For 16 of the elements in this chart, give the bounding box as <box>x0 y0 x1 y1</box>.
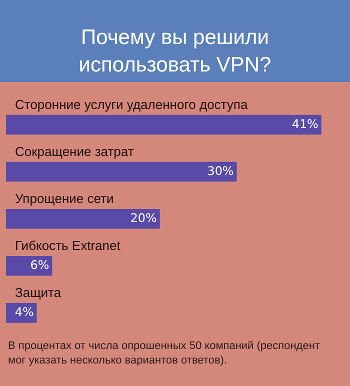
chart-title: Почему вы решили использовать VPN? <box>78 26 272 76</box>
data-label: 41% <box>292 116 318 131</box>
data-label: 20% <box>130 211 157 226</box>
y-tick-label: Защита <box>15 285 62 300</box>
y-tick-label: Гибкость Extranet <box>15 238 121 253</box>
y-tick-label: Сторонние услуги удаленного доступа <box>15 97 248 112</box>
bar <box>6 256 52 276</box>
y-tick-label: Сокращение затрат <box>15 144 134 159</box>
text: В процентах от числа опрошенных 50 компаний (респондент мог указать несколько вариантов ответов). <box>8 340 320 366</box>
data-label: 6% <box>30 258 50 272</box>
bar <box>6 208 160 229</box>
bar <box>6 114 322 135</box>
bar <box>6 162 237 182</box>
data-label: 30% <box>207 164 234 178</box>
y-tick-label: Упрощение сети <box>15 191 114 206</box>
data-label: 4% <box>14 305 34 320</box>
